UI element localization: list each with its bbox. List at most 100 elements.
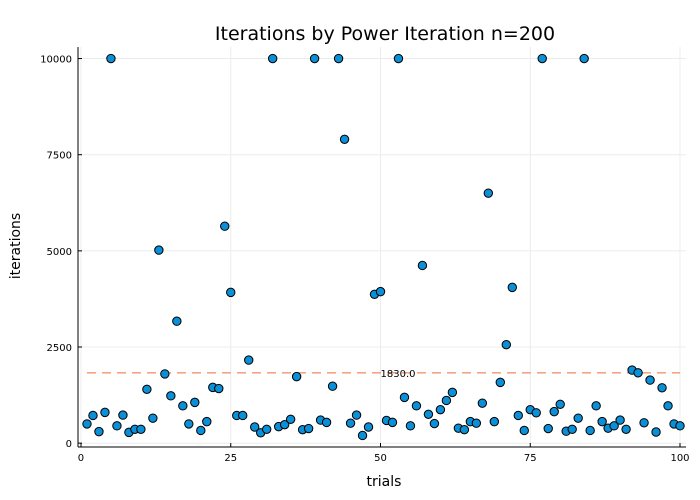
data-point bbox=[579, 53, 589, 64]
data-point bbox=[477, 398, 488, 408]
data-point bbox=[321, 417, 332, 428]
data-point bbox=[495, 377, 506, 388]
data-point bbox=[327, 381, 338, 391]
data-point bbox=[411, 401, 422, 411]
data-point bbox=[399, 392, 410, 403]
data-point bbox=[178, 401, 188, 411]
data-point bbox=[645, 375, 655, 385]
grid-lines bbox=[78, 47, 686, 447]
data-point bbox=[244, 355, 254, 365]
data-point bbox=[531, 408, 541, 418]
data-point bbox=[303, 423, 314, 434]
data-point bbox=[501, 339, 511, 350]
data-point bbox=[118, 410, 128, 420]
data-point bbox=[675, 421, 685, 431]
data-point bbox=[621, 424, 631, 435]
data-point bbox=[471, 418, 482, 428]
data-point bbox=[489, 416, 500, 427]
data-point bbox=[160, 369, 170, 379]
x-tick-label: 0 bbox=[78, 453, 84, 464]
data-point bbox=[112, 421, 122, 431]
data-point bbox=[190, 397, 200, 408]
data-point bbox=[220, 221, 230, 231]
data-point bbox=[202, 416, 212, 427]
data-point bbox=[429, 418, 440, 429]
data-point bbox=[166, 391, 176, 401]
data-point bbox=[261, 424, 272, 435]
data-point bbox=[591, 401, 601, 411]
data-point bbox=[250, 422, 260, 432]
data-point bbox=[537, 53, 547, 64]
data-point bbox=[417, 260, 428, 271]
x-tick-label: 100 bbox=[670, 453, 689, 464]
data-point bbox=[387, 417, 398, 428]
data-point bbox=[226, 287, 236, 298]
data-point bbox=[393, 53, 404, 64]
y-tick-label: 5000 bbox=[47, 247, 72, 258]
y-tick-label: 10000 bbox=[40, 55, 72, 66]
data-point bbox=[345, 418, 356, 428]
data-point bbox=[651, 427, 661, 437]
data-point bbox=[597, 416, 607, 427]
data-point bbox=[375, 286, 386, 297]
y-axis-label: iterations bbox=[8, 213, 24, 279]
data-point bbox=[94, 426, 104, 437]
data-point bbox=[543, 423, 553, 434]
data-point bbox=[519, 425, 529, 436]
data-point bbox=[279, 419, 290, 430]
data-point bbox=[441, 395, 452, 406]
data-point bbox=[184, 419, 194, 429]
x-axis-label: trials bbox=[367, 474, 402, 490]
data-point bbox=[405, 421, 416, 431]
data-point bbox=[633, 368, 643, 378]
data-point bbox=[435, 404, 446, 415]
data-point bbox=[663, 401, 673, 411]
data-point bbox=[148, 413, 158, 423]
data-point bbox=[142, 384, 152, 395]
chart-title: Iterations by Power Iteration n=200 bbox=[215, 23, 555, 45]
data-point bbox=[585, 425, 595, 436]
y-tick-label: 7500 bbox=[47, 151, 72, 162]
axes: 0 25 50 75 100 0 2500 5000 7500 10000 bbox=[40, 47, 690, 464]
data-point bbox=[363, 422, 374, 432]
data-point bbox=[82, 419, 92, 429]
data-point bbox=[507, 282, 517, 293]
data-point bbox=[351, 410, 362, 420]
y-tick-label: 2500 bbox=[47, 343, 72, 354]
data-point bbox=[172, 316, 182, 326]
data-point bbox=[447, 387, 458, 398]
data-point bbox=[309, 53, 320, 64]
data-point bbox=[615, 415, 625, 425]
data-point bbox=[100, 407, 110, 418]
data-point bbox=[214, 383, 224, 394]
data-points bbox=[82, 53, 685, 441]
data-point bbox=[285, 414, 296, 425]
data-point bbox=[555, 399, 565, 410]
data-point bbox=[549, 406, 559, 417]
data-point bbox=[333, 53, 344, 64]
reference-line-label: 1830.0 bbox=[381, 369, 416, 380]
data-point bbox=[106, 53, 116, 64]
data-point bbox=[339, 134, 350, 145]
data-point bbox=[573, 413, 583, 423]
data-point bbox=[483, 188, 494, 198]
data-point bbox=[88, 410, 98, 421]
data-point bbox=[609, 421, 619, 431]
data-point bbox=[291, 371, 302, 382]
data-point bbox=[567, 424, 577, 435]
y-tick-label: 0 bbox=[66, 439, 72, 450]
data-point bbox=[657, 383, 667, 393]
data-point bbox=[357, 430, 368, 441]
data-point bbox=[513, 410, 523, 421]
data-point bbox=[459, 424, 470, 435]
x-tick-label: 50 bbox=[374, 453, 387, 464]
data-point bbox=[639, 418, 649, 428]
data-point bbox=[154, 245, 164, 255]
x-tick-label: 75 bbox=[524, 453, 537, 464]
x-tick-label: 25 bbox=[224, 453, 237, 464]
data-point bbox=[196, 425, 206, 436]
data-point bbox=[238, 410, 248, 421]
reference-line: 1830.0 bbox=[86, 369, 681, 380]
data-point bbox=[423, 409, 434, 420]
